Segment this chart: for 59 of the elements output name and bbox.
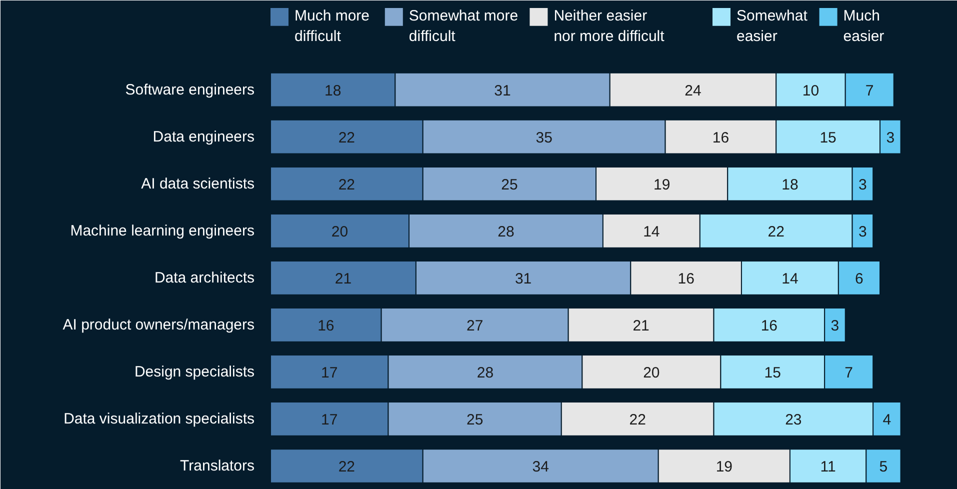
data-label: 28 [476,364,494,382]
data-label: 16 [318,317,334,334]
data-label: 17 [321,411,338,428]
data-label: 25 [501,176,518,194]
data-label: 19 [716,458,733,476]
data-label: 5 [879,458,888,476]
y-tick-label: AI data scientists [141,175,255,192]
data-label: 10 [802,82,820,100]
data-label: 23 [785,411,802,428]
data-label: 24 [684,82,702,100]
data-label: 7 [865,82,874,100]
legend-label: Much more difficult [294,8,370,46]
data-label: 18 [324,82,342,100]
y-tick-label: Machine learning engineers [70,222,255,240]
data-label: 20 [331,223,348,240]
data-label: 14 [643,223,660,240]
data-label: 22 [338,129,356,146]
data-label: 16 [678,270,694,288]
legend-label: Somewhat more difficult [408,8,518,46]
data-label: 21 [632,317,650,334]
data-label: 4 [882,411,892,428]
data-label: 17 [321,364,338,382]
y-tick-label: Design specialists [134,363,255,380]
y-tick-label: Data engineers [152,128,254,146]
data-label: 16 [712,129,730,146]
data-label: 35 [536,129,552,146]
data-label: 21 [334,270,352,288]
data-label: 22 [768,223,784,240]
legend-label: Somewhat easier [736,8,808,46]
data-label: 31 [494,82,511,100]
data-label: 15 [764,364,781,382]
data-label: 22 [629,411,646,428]
data-label: 14 [782,270,798,288]
y-tick-label: Software engineers [125,81,255,98]
data-label: 15 [820,129,836,146]
data-label: 11 [820,458,836,476]
data-label: 27 [466,317,484,334]
data-label: 28 [498,223,514,240]
data-label: 25 [466,411,484,428]
data-label: 18 [782,176,798,194]
data-label: 16 [760,317,778,334]
data-label: 22 [338,458,356,476]
data-label: 31 [514,270,532,288]
data-label: 20 [643,364,660,382]
data-label: 3 [830,317,840,334]
data-label: 19 [653,176,670,194]
data-label: 3 [886,129,895,146]
data-label: 3 [858,176,867,194]
data-label: 7 [844,364,853,382]
data-label: 6 [855,270,864,288]
data-label: 22 [338,176,356,194]
legend-label: Neither easier nor more difficult [554,8,666,46]
data-label: 3 [858,223,867,240]
y-tick-label: Data architects [154,269,255,286]
y-tick-label: Data visualization specialists [64,410,254,428]
y-tick-label: Translators [180,457,255,474]
data-label: 34 [532,458,549,476]
y-tick-label: AI product owners/managers [62,316,255,334]
legend-label: Much easier [843,8,884,46]
